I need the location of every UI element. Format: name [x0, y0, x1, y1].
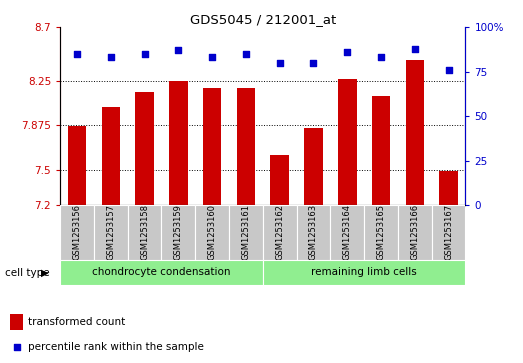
Bar [263, 260, 465, 285]
Bar [439, 171, 458, 205]
Bar [338, 79, 357, 205]
Bar [263, 205, 297, 260]
Point [208, 54, 217, 60]
Bar [169, 81, 188, 205]
Point [73, 51, 81, 57]
Point [174, 48, 183, 53]
Point [140, 51, 149, 57]
Text: GSM1253159: GSM1253159 [174, 204, 183, 260]
Bar [398, 205, 431, 260]
Bar [236, 88, 255, 205]
Bar [270, 155, 289, 205]
Title: GDS5045 / 212001_at: GDS5045 / 212001_at [190, 13, 336, 26]
Text: GSM1253165: GSM1253165 [377, 204, 385, 260]
Text: GSM1253166: GSM1253166 [411, 204, 419, 260]
Text: GSM1253157: GSM1253157 [106, 204, 115, 260]
Point [242, 51, 250, 57]
Bar [297, 205, 331, 260]
Text: cell type: cell type [5, 268, 50, 278]
Point [107, 54, 115, 60]
Text: GSM1253162: GSM1253162 [275, 204, 284, 260]
Point [445, 67, 453, 73]
Point [411, 46, 419, 52]
Point [343, 49, 351, 55]
Bar [405, 60, 424, 205]
Bar [195, 205, 229, 260]
Text: GSM1253156: GSM1253156 [73, 204, 82, 260]
Text: percentile rank within the sample: percentile rank within the sample [28, 342, 204, 352]
Text: GSM1253161: GSM1253161 [242, 204, 251, 260]
Text: GSM1253164: GSM1253164 [343, 204, 352, 260]
Bar [331, 205, 364, 260]
Bar [229, 205, 263, 260]
Bar [203, 88, 221, 205]
Bar [162, 205, 195, 260]
Point [13, 344, 21, 350]
Bar [431, 205, 465, 260]
Text: ▶: ▶ [41, 268, 48, 278]
Bar [364, 205, 398, 260]
Point [276, 60, 284, 66]
Point [377, 54, 385, 60]
Bar [68, 126, 86, 205]
Bar [94, 205, 128, 260]
Text: GSM1253160: GSM1253160 [208, 204, 217, 260]
Bar [60, 205, 94, 260]
Text: GSM1253158: GSM1253158 [140, 204, 149, 260]
Text: GSM1253163: GSM1253163 [309, 204, 318, 260]
Bar [101, 107, 120, 205]
Bar [60, 260, 263, 285]
Point [309, 60, 317, 66]
Text: chondrocyte condensation: chondrocyte condensation [92, 267, 231, 277]
Bar [135, 93, 154, 205]
Bar [372, 96, 390, 205]
Text: GSM1253167: GSM1253167 [444, 204, 453, 260]
Text: remaining limb cells: remaining limb cells [311, 267, 417, 277]
Bar [128, 205, 162, 260]
Bar [10, 314, 23, 330]
Bar [304, 128, 323, 205]
Text: transformed count: transformed count [28, 317, 126, 327]
